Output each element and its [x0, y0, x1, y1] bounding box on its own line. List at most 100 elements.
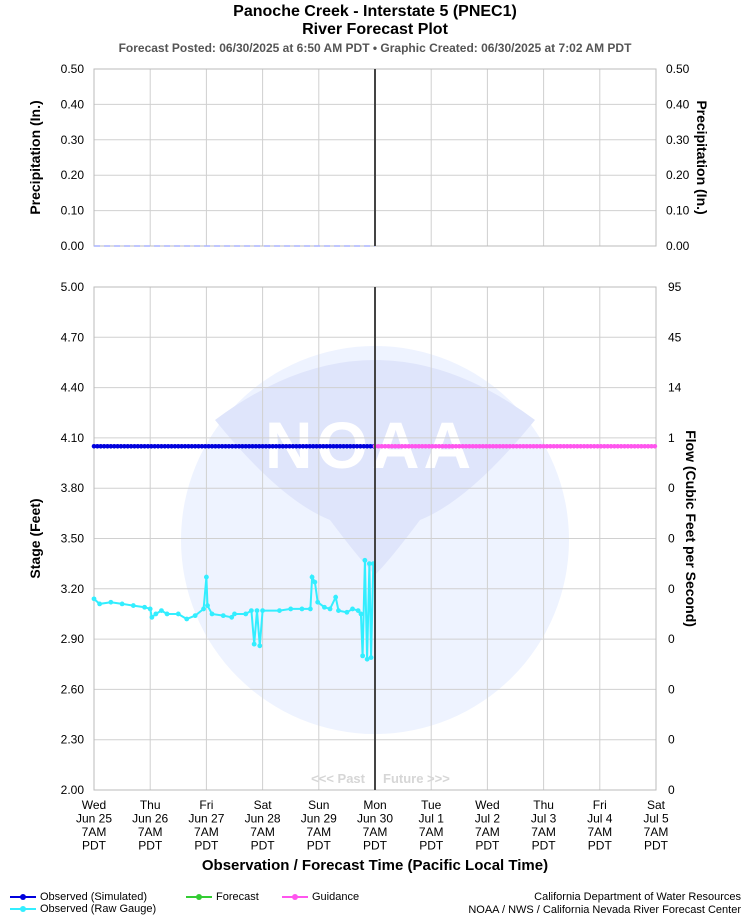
guidance-point — [531, 443, 536, 449]
guidance-point — [514, 443, 519, 449]
observed-raw-gauge-point — [175, 611, 181, 617]
past-label: <<< Past — [311, 771, 366, 786]
observed-simulated-point — [327, 443, 333, 449]
observed-simulated-point — [223, 443, 228, 449]
observed-simulated-point — [219, 443, 225, 449]
guidance-point — [389, 443, 395, 449]
guidance-point — [477, 443, 482, 449]
observed-simulated-point — [138, 443, 144, 449]
observed-simulated-point — [118, 443, 124, 449]
observed-simulated-point — [192, 443, 198, 449]
x-tick-label: Mon — [363, 798, 386, 812]
observed-simulated-point — [132, 443, 137, 449]
observed-simulated-point — [216, 443, 222, 449]
observed-simulated-point — [351, 443, 356, 449]
guidance-point — [575, 443, 580, 449]
observed-simulated-point — [283, 443, 289, 449]
observed-simulated-point — [294, 443, 299, 449]
guidance-point — [544, 443, 550, 449]
precip-tick-right: 0.50 — [666, 62, 690, 76]
guidance-point — [568, 443, 573, 449]
observed-simulated-point — [145, 443, 151, 449]
guidance-point — [510, 443, 516, 449]
precip-tick-right: 0.40 — [666, 97, 690, 111]
stage-tick-left: 2.60 — [61, 682, 85, 696]
guidance-point — [551, 443, 557, 449]
legend-line-icon — [10, 894, 36, 900]
guidance-point — [460, 443, 465, 449]
observed-simulated-point — [344, 443, 350, 449]
observed-simulated-point — [186, 443, 191, 449]
observed-simulated-point — [317, 443, 323, 449]
x-tick-label: 7AM — [138, 825, 163, 839]
x-tick-label: Jun 25 — [76, 812, 112, 826]
observed-raw-gauge-point — [344, 609, 350, 615]
guidance-point — [649, 443, 654, 449]
guidance-point — [521, 443, 526, 449]
stage-tick-left: 4.10 — [61, 431, 85, 445]
observed-raw-gauge-point — [204, 574, 209, 580]
x-tick-label: Jul 5 — [643, 812, 669, 826]
observed-simulated-point — [243, 443, 249, 449]
x-tick-label: Thu — [140, 798, 161, 812]
observed-simulated-point — [159, 443, 164, 449]
observed-simulated-point — [176, 443, 181, 449]
x-tick-label: 7AM — [531, 825, 556, 839]
precip-ylabel-right: Precipitation (In.) — [694, 100, 710, 214]
observed-simulated-point — [182, 443, 188, 449]
flow-tick-right: 1 — [668, 431, 675, 445]
guidance-point — [453, 443, 459, 449]
observed-simulated-point — [155, 443, 161, 449]
flow-tick-right: 0 — [668, 783, 675, 797]
observed-simulated-point — [206, 443, 211, 449]
stage-ylabel-left: Stage (Feet) — [27, 498, 43, 578]
observed-raw-gauge-point — [149, 614, 155, 620]
guidance-point — [419, 443, 425, 449]
observed-simulated-point — [324, 443, 329, 449]
guidance-point — [622, 443, 627, 449]
x-tick-label: 7AM — [250, 825, 275, 839]
observed-simulated-point — [142, 443, 147, 449]
observed-simulated-point — [236, 443, 242, 449]
observed-raw-gauge-point — [91, 596, 97, 602]
observed-simulated-point — [270, 443, 276, 449]
x-tick-label: 7AM — [475, 825, 500, 839]
observed-raw-gauge-point — [205, 603, 210, 608]
guidance-point — [517, 443, 523, 449]
precip-tick-left: 0.00 — [61, 239, 85, 253]
observed-raw-gauge-point — [288, 606, 294, 612]
guidance-point — [541, 443, 546, 449]
observed-simulated-point — [267, 443, 272, 449]
guidance-point — [625, 443, 631, 449]
x-tick-label: Jul 4 — [587, 812, 613, 826]
observed-simulated-point — [149, 443, 154, 449]
observed-raw-gauge-point — [164, 611, 170, 617]
x-tick-label: 7AM — [306, 825, 331, 839]
flow-tick-right: 14 — [668, 381, 682, 395]
precip-tick-left: 0.30 — [61, 133, 85, 147]
guidance-point — [527, 443, 533, 449]
stage-tick-left: 3.50 — [61, 532, 85, 546]
observed-simulated-point — [95, 443, 100, 449]
flow-tick-right: 0 — [668, 682, 675, 696]
guidance-point — [632, 443, 637, 449]
observed-raw-gauge-point — [209, 611, 215, 617]
observed-simulated-point — [169, 443, 174, 449]
flow-ylabel-right: Flow (Cubic Feet per Second) — [683, 430, 699, 627]
guidance-point — [494, 443, 499, 449]
observed-simulated-point — [135, 443, 141, 449]
guidance-point — [376, 443, 381, 449]
guidance-point — [645, 443, 651, 449]
legend-line-icon — [282, 894, 308, 900]
observed-simulated-point — [320, 443, 326, 449]
x-tick-label: Jun 30 — [357, 812, 393, 826]
guidance-point — [635, 443, 641, 449]
observed-raw-gauge-point — [232, 611, 237, 617]
x-tick-label: Fri — [593, 798, 607, 812]
observed-simulated-point — [98, 443, 104, 449]
x-tick-label: PDT — [475, 839, 500, 853]
observed-simulated-point — [273, 443, 279, 449]
guidance-point — [548, 443, 553, 449]
guidance-point — [642, 443, 648, 449]
flow-tick-right: 95 — [668, 280, 682, 294]
